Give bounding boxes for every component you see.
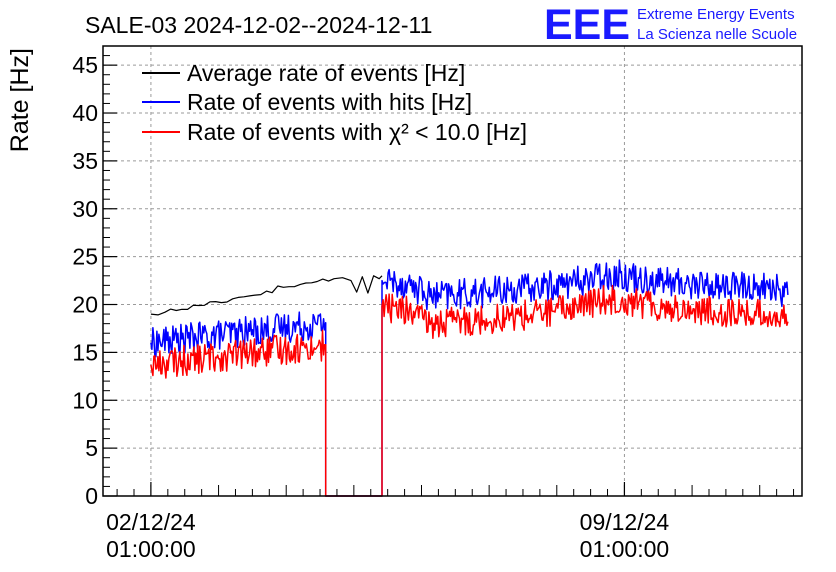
- eee-logo: EEE Extreme Energy Events La Scienza nel…: [544, 1, 797, 49]
- y-tick-label: 20: [72, 292, 98, 318]
- logo-line2: La Scienza nelle Scuole: [637, 26, 797, 43]
- plot-frame: [102, 45, 803, 497]
- series-layer: [150, 259, 789, 497]
- y-tick-label: 30: [72, 196, 98, 222]
- logo-line1: Extreme Energy Events: [637, 6, 795, 23]
- chart-title: SALE-03 2024-12-02--2024-12-11: [85, 12, 432, 38]
- x-tick-label-date: 02/12/24: [106, 509, 196, 535]
- legend-label-2: Rate of events with hits [Hz]: [187, 89, 472, 115]
- legend-label-3: Rate of events with χ² < 10.0 [Hz]: [187, 119, 527, 145]
- y-tick-label: 35: [72, 148, 98, 174]
- series-line-3: [150, 284, 789, 497]
- y-tick-label: 40: [72, 100, 98, 126]
- y-tick-label: 0: [85, 483, 98, 509]
- logo-mark: EEE: [544, 1, 630, 49]
- legend-label-1: Average rate of events [Hz]: [187, 60, 465, 86]
- series-line-1: [150, 275, 383, 316]
- y-tick-label: 25: [72, 244, 98, 270]
- y-axis-label: Rate [Hz]: [6, 48, 34, 152]
- y-tick-label: 45: [72, 52, 98, 78]
- y-tick-label: 10: [72, 387, 98, 413]
- y-tick-label: 5: [85, 435, 98, 461]
- y-tick-label: 15: [72, 339, 98, 365]
- series-line-2: [150, 259, 789, 497]
- axes: 05101520253035404502/12/2401:00:0009/12/…: [72, 45, 795, 562]
- x-tick-label-time: 01:00:00: [106, 536, 196, 562]
- x-tick-label-date: 09/12/24: [580, 509, 670, 535]
- x-tick-label-time: 01:00:00: [580, 536, 670, 562]
- legend: Average rate of events [Hz] Rate of event…: [142, 60, 527, 145]
